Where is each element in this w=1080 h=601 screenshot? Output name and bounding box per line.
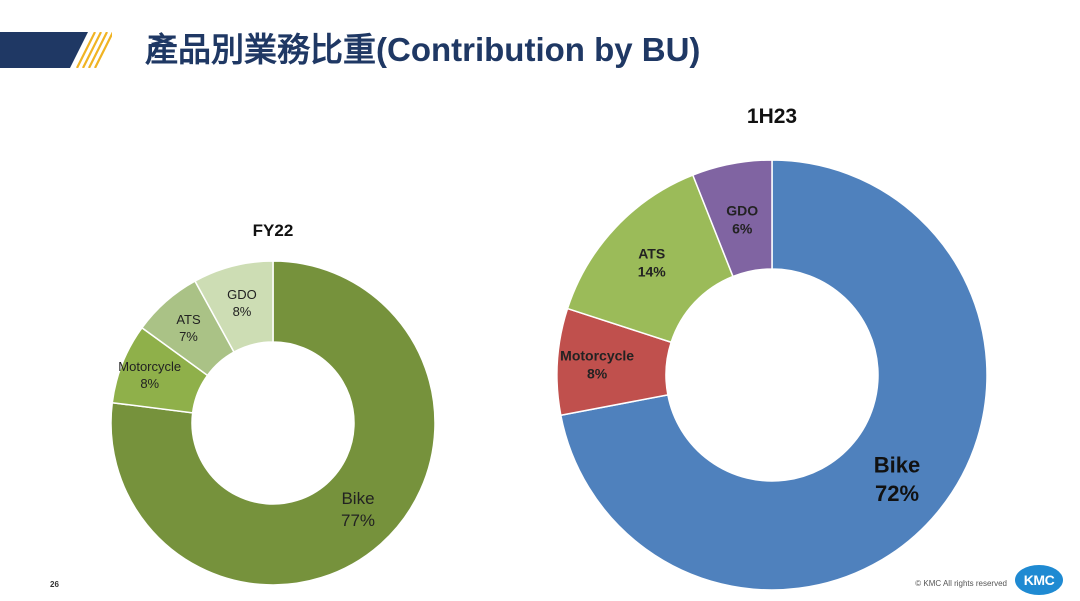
slice-value-fy22-gdo: 8% — [233, 304, 252, 319]
slice-value-1h23-gdo: 6% — [732, 221, 753, 237]
chart-title-1h23: 1H23 — [747, 105, 797, 128]
logo-text: KMC — [1023, 572, 1055, 588]
slice-fy22-bike — [110, 260, 436, 586]
slice-fy22-gdo — [193, 260, 274, 354]
slice-label-1h23-bike: Bike — [874, 453, 920, 478]
slice-value-fy22-ats: 7% — [179, 329, 198, 344]
slice-value-1h23-motorcycle: 8% — [587, 366, 608, 382]
slice-1h23-gdo — [691, 159, 773, 278]
slice-value-fy22-motorcycle: 8% — [140, 376, 159, 391]
slice-label-1h23-motorcycle: Motorcycle — [560, 347, 634, 363]
slice-1h23-bike — [559, 159, 988, 591]
slice-label-1h23-gdo: GDO — [726, 202, 758, 218]
kmc-logo: KMC — [1014, 564, 1064, 596]
page-number: 26 — [50, 580, 59, 589]
chart-title-fy22: FY22 — [253, 221, 294, 240]
slice-label-fy22-bike: Bike — [341, 489, 374, 508]
slice-value-fy22-bike: 77% — [341, 511, 375, 530]
copyright-notice: © KMC All rights reserved — [915, 579, 1007, 588]
logo-shape — [1015, 565, 1063, 595]
page-title: 產品別業務比重(Contribution by BU) — [145, 31, 701, 68]
slice-value-1h23-ats: 14% — [638, 264, 667, 280]
slice-value-1h23-bike: 72% — [875, 481, 919, 506]
slice-1h23-ats — [566, 174, 734, 344]
slice-label-fy22-motorcycle: Motorcycle — [118, 359, 181, 374]
slice-label-fy22-ats: ATS — [176, 312, 201, 327]
title-accent-band — [0, 32, 112, 68]
slice-label-fy22-gdo: GDO — [227, 287, 257, 302]
slice-label-1h23-ats: ATS — [638, 246, 665, 262]
